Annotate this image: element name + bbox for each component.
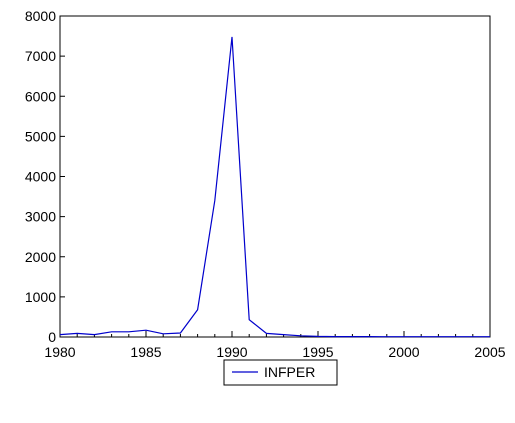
legend-label: INFPER [264, 364, 315, 380]
x-tick-label: 1985 [130, 344, 161, 360]
y-tick-label: 6000 [25, 88, 56, 104]
y-axis: 0 1000 2000 3000 4000 5000 6000 7000 8000 [25, 8, 65, 345]
x-tick-label: 2000 [388, 344, 419, 360]
x-tick-label: 1990 [216, 344, 247, 360]
y-tick-label: 3000 [25, 209, 56, 225]
x-tick-label: 1995 [302, 344, 333, 360]
x-tick-label: 2005 [474, 344, 505, 360]
plot-frame [59, 15, 491, 338]
y-tick-label: 8000 [25, 8, 56, 24]
y-tick-label: 2000 [25, 249, 56, 265]
y-tick-label: 0 [48, 329, 56, 345]
x-tick-label: 1980 [44, 344, 75, 360]
series-line-infper [59, 36, 490, 338]
y-tick-label: 5000 [25, 128, 56, 144]
y-tick-label: 7000 [25, 48, 56, 64]
legend: INFPER [223, 359, 338, 386]
y-tick-label: 4000 [25, 169, 56, 185]
y-tick-label: 1000 [25, 289, 56, 305]
